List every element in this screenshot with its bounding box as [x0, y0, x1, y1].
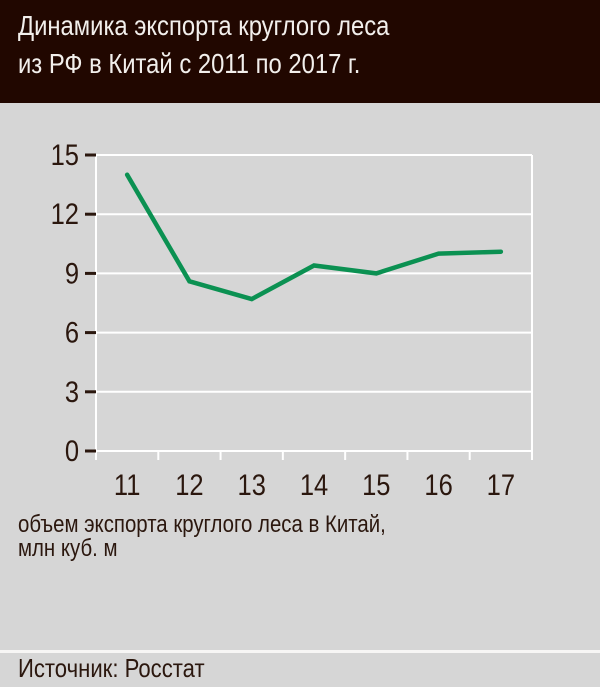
y-tick-label: 9	[65, 256, 79, 289]
export-line-chart: 0 3 6 9 12 15 11 12 13 14 15 16 17	[51, 138, 533, 501]
series-caption: объем экспорта круглого леса в Китай, мл…	[18, 513, 451, 561]
footer-divider	[0, 650, 600, 653]
source-line: Источник: Росстат	[18, 654, 238, 682]
y-tick-label: 12	[51, 197, 79, 230]
y-tick-label: 3	[65, 375, 79, 408]
x-tick-label: 15	[362, 468, 390, 501]
app-header: Динамика экспорта круглого леса из РФ в …	[0, 0, 600, 103]
x-tick-label: 11	[114, 468, 140, 501]
x-tick-label: 16	[424, 468, 452, 501]
source-text: Источник: Росстат	[18, 653, 205, 683]
title-line-1: Динамика экспорта круглого леса	[18, 10, 390, 41]
series-caption-line-1: объем экспорта круглого леса в Китай,	[18, 511, 386, 538]
series-caption-line-2: млн куб. м	[18, 535, 118, 562]
x-tick-label: 14	[300, 468, 328, 501]
series-line	[124, 172, 504, 302]
y-tick-label: 0	[65, 434, 79, 467]
x-tick-label: 17	[487, 468, 515, 501]
x-tick-label: 12	[175, 468, 203, 501]
title-line-2: из РФ в Китай с 2011 по 2017 г.	[18, 48, 361, 79]
chart-title: Динамика экспорта круглого леса из РФ в …	[18, 7, 455, 83]
y-tick-label: 15	[51, 138, 79, 171]
x-tick-label: 13	[238, 468, 266, 501]
y-tick-label: 6	[65, 316, 79, 349]
